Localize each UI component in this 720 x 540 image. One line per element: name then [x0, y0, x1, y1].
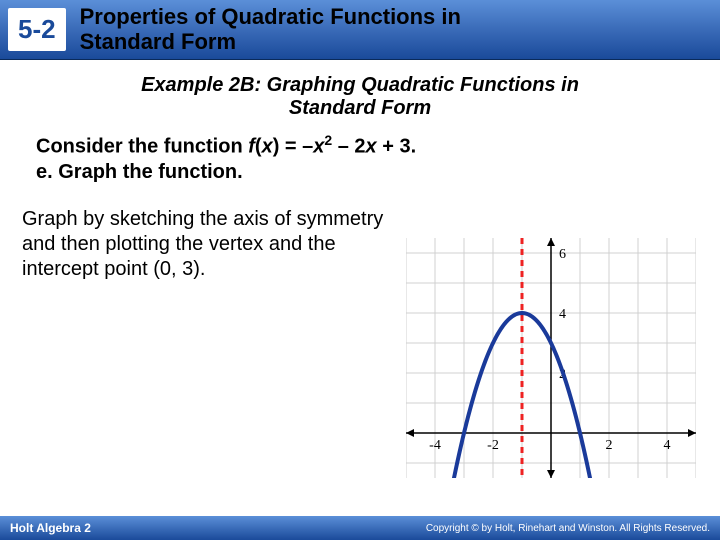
svg-text:4: 4 [559, 307, 566, 322]
svg-text:-4: -4 [429, 438, 441, 453]
example-line1: Example 2B: Graphing Quadratic Functions… [141, 74, 579, 96]
svg-text:6: 6 [559, 247, 566, 262]
paren-open: ( [255, 136, 262, 158]
copyright: Copyright © by Holt, Rinehart and Winsto… [426, 523, 710, 534]
problem-prefix: Consider the function [36, 136, 248, 158]
title-line1: Properties of Quadratic Functions in [80, 4, 461, 29]
var-x3: x [366, 136, 377, 158]
problem-part: e. Graph the function. [36, 161, 243, 183]
rest1: – 2 [332, 136, 365, 158]
example-heading: Example 2B: Graphing Quadratic Functions… [0, 74, 720, 120]
var-x2: x [313, 136, 324, 158]
rest2: + 3. [377, 136, 416, 158]
book-title: Holt Algebra 2 [10, 521, 91, 535]
footer-bar: Holt Algebra 2 Copyright © by Holt, Rine… [0, 516, 720, 540]
func-f: f [248, 136, 255, 158]
graph-container: -4-224246 [406, 238, 696, 478]
parabola-graph: -4-224246 [406, 238, 696, 478]
svg-text:2: 2 [606, 438, 613, 453]
example-line2: Standard Form [289, 97, 431, 119]
var-x: x [262, 136, 273, 158]
lesson-badge: 5-2 [8, 8, 66, 51]
svg-text:4: 4 [664, 438, 671, 453]
title-line2: Standard Form [80, 29, 236, 54]
problem-statement: Consider the function f(x) = –x2 – 2x + … [36, 132, 684, 185]
paren-eq: ) = – [273, 136, 314, 158]
instruction-text: Graph by sketching the axis of symmetry … [22, 207, 392, 282]
svg-text:-2: -2 [487, 438, 499, 453]
header-bar: 5-2 Properties of Quadratic Functions in… [0, 0, 720, 60]
lesson-title: Properties of Quadratic Functions in Sta… [80, 5, 461, 53]
